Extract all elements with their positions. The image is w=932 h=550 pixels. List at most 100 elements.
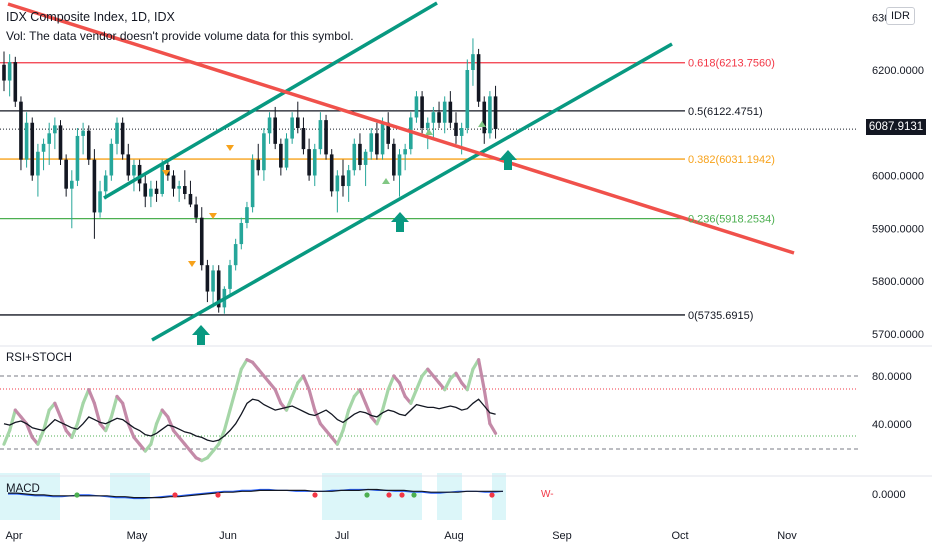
- candle: [256, 143, 261, 176]
- price-tick-label: 6200.0000: [872, 65, 924, 77]
- candle: [7, 54, 12, 97]
- candle-body: [126, 154, 131, 176]
- candle-body: [58, 125, 63, 160]
- candle-body: [482, 101, 487, 134]
- fib-level-label: 0.382(6031.1942): [688, 154, 775, 166]
- candle-body: [239, 222, 244, 245]
- time-tick-label: May: [127, 530, 148, 542]
- stoch-segment: [409, 388, 419, 405]
- support-arrow-icon: [499, 150, 517, 170]
- candle: [301, 117, 306, 155]
- candle: [312, 143, 317, 187]
- signal-marker: [162, 170, 170, 176]
- fib-level-label: 0.618(6213.7560): [688, 58, 775, 70]
- candle: [47, 122, 51, 165]
- channel-lower-line: [151, 42, 673, 342]
- candle-body: [352, 143, 357, 171]
- candle-body: [199, 217, 204, 266]
- candle-body: [245, 207, 249, 223]
- candle: [103, 170, 108, 200]
- candle-body: [75, 135, 80, 181]
- candle-body: [488, 96, 492, 134]
- stoch-segment: [375, 408, 385, 426]
- stoch-segment: [488, 422, 498, 435]
- candle: [375, 122, 379, 160]
- candle: [149, 180, 153, 208]
- candle: [471, 38, 475, 86]
- candle-body: [2, 64, 6, 81]
- candle: [92, 149, 97, 239]
- macd-cross-dot: [364, 492, 370, 498]
- stoch-segment: [92, 401, 102, 426]
- last-price-tag: 6087.9131: [866, 119, 926, 135]
- candle-body: [392, 143, 396, 176]
- macd-highlight-band: [492, 473, 506, 520]
- stoch-segment: [25, 422, 34, 439]
- candle-body: [92, 159, 97, 213]
- candle-body: [194, 204, 198, 218]
- rsi-pane-label[interactable]: RSI+STOCH: [6, 352, 72, 364]
- signal-marker: [226, 145, 234, 151]
- candle: [211, 265, 215, 308]
- candle-body: [301, 128, 306, 150]
- macd-cross-dot: [312, 492, 318, 498]
- price-tick-label: 5800.0000: [872, 276, 924, 288]
- candle-body: [216, 270, 221, 308]
- stoch-segment: [273, 388, 283, 405]
- candle: [279, 138, 283, 176]
- macd-cross-dot: [215, 492, 221, 498]
- stoch-segment: [126, 422, 136, 439]
- macd-highlight-band: [322, 473, 422, 520]
- candle-body: [329, 154, 334, 192]
- candle-body: [335, 175, 340, 192]
- currency-badge[interactable]: IDR: [886, 7, 915, 25]
- candle-body: [363, 151, 368, 165]
- stoch-segment: [477, 358, 486, 392]
- candle: [420, 91, 424, 134]
- candle: [120, 117, 125, 160]
- macd-tag: W-: [541, 489, 554, 500]
- candle: [250, 154, 255, 213]
- candle: [239, 217, 244, 250]
- candle-body: [154, 188, 159, 194]
- macd-pane-label[interactable]: MACD: [6, 483, 40, 495]
- stoch-segment: [380, 388, 390, 412]
- candle-body: [233, 244, 238, 266]
- candle: [228, 259, 232, 297]
- resistance-trendline: [7, 2, 795, 255]
- candle: [397, 149, 402, 197]
- macd-signal-line: [8, 488, 503, 499]
- candle: [2, 51, 6, 92]
- macd-cross-dot: [386, 492, 392, 498]
- candle-body: [137, 164, 142, 184]
- stoch-segment: [222, 408, 232, 433]
- candle-body: [324, 120, 328, 155]
- candle-body: [380, 122, 385, 155]
- candle-body: [437, 112, 441, 123]
- candle-body: [211, 270, 215, 292]
- time-tick-label: Jun: [219, 530, 237, 542]
- candle: [329, 149, 334, 197]
- candle: [58, 120, 63, 165]
- candle: [70, 170, 74, 229]
- time-tick-label: Sep: [552, 530, 572, 542]
- candle: [216, 265, 221, 313]
- candle: [307, 138, 311, 181]
- candle: [437, 101, 441, 129]
- candle-body: [267, 117, 272, 134]
- signal-marker: [478, 121, 486, 127]
- stoch-segment: [75, 401, 85, 426]
- candle: [36, 143, 40, 197]
- stoch-segment: [81, 388, 91, 405]
- candle-body: [30, 122, 35, 176]
- candle-body: [205, 265, 210, 292]
- candle-body: [454, 122, 458, 136]
- volume-note: Vol: The data vendor doesn't provide vol…: [6, 29, 354, 43]
- stoch-segment: [234, 367, 243, 392]
- candle: [335, 170, 340, 213]
- rsi-tick-label: 40.0000: [872, 419, 912, 431]
- stoch-segment: [109, 394, 119, 419]
- fib-level-label: 0(5735.6915): [688, 310, 753, 322]
- stoch-segment: [307, 388, 317, 412]
